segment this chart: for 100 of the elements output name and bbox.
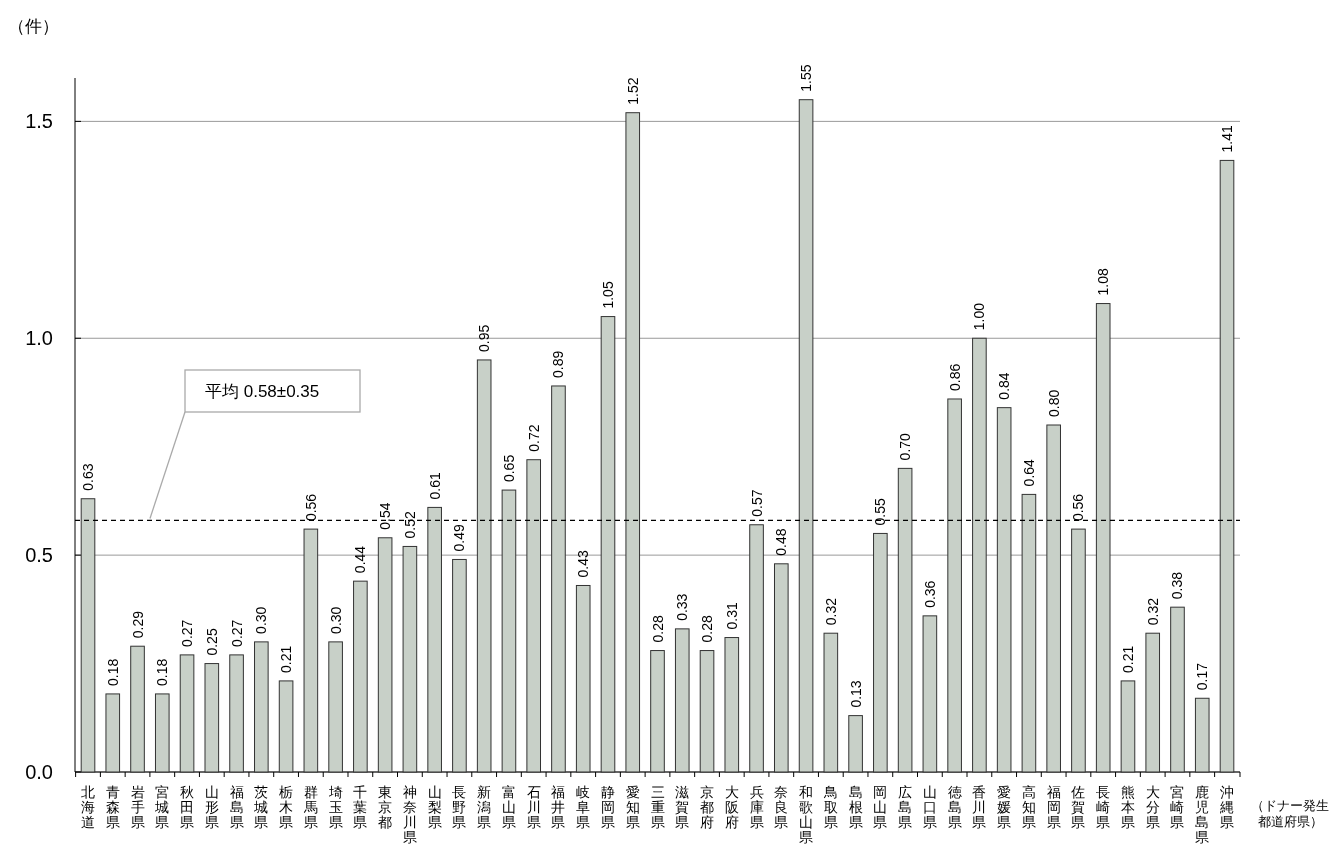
- data-label: 0.44: [352, 545, 369, 574]
- x-tick-label: 岩手県: [130, 784, 145, 830]
- bar: [526, 459, 541, 773]
- bar: [353, 580, 368, 773]
- x-tick-label: 石川県: [526, 784, 541, 830]
- bar: [1046, 424, 1061, 773]
- data-label: 0.43: [575, 550, 592, 578]
- x-tick-label: 奈良県: [774, 784, 789, 830]
- y-tick-label: 1.0: [25, 327, 53, 350]
- data-label: 0.27: [179, 619, 196, 647]
- x-tick-label: 愛知県: [625, 784, 640, 830]
- bar: [972, 337, 987, 773]
- bar: [947, 398, 962, 773]
- data-label: 1.05: [599, 281, 616, 309]
- x-tick-label: 岡山県: [873, 784, 888, 830]
- data-label: 0.48: [773, 528, 790, 556]
- data-label: 0.49: [451, 524, 468, 552]
- bar: [501, 489, 517, 773]
- data-label: 0.36: [921, 580, 938, 608]
- data-label: 0.72: [525, 424, 542, 452]
- bar: [600, 316, 616, 773]
- x-tick-label: 長野県: [452, 784, 467, 830]
- data-label: 0.65: [500, 454, 517, 483]
- x-tick-label: 福島県: [229, 784, 244, 830]
- data-label: 0.55: [872, 497, 889, 526]
- bar: [848, 715, 863, 773]
- data-label: 0.86: [946, 363, 963, 391]
- data-label: 0.30: [327, 606, 344, 634]
- x-tick-label: 宮城県: [154, 784, 170, 830]
- x-tick-label: 栃木県: [279, 784, 294, 830]
- x-tick-label: 宮崎県: [1170, 784, 1185, 830]
- x-tick-label: 茨城県: [253, 784, 269, 830]
- data-label: 1.00: [971, 302, 988, 331]
- bar: [575, 584, 591, 773]
- y-tick-label: 1.5: [25, 110, 53, 133]
- bar: [278, 680, 294, 773]
- bar: [674, 628, 690, 773]
- bar: [105, 693, 121, 773]
- data-label: 1.08: [1095, 268, 1112, 296]
- data-label: 0.57: [748, 489, 765, 517]
- x-tick-label: 山梨県: [427, 784, 442, 830]
- bar: [922, 615, 938, 773]
- x-tick-label: 香川県: [972, 784, 987, 830]
- bar: [476, 359, 492, 773]
- data-label: 0.21: [1119, 645, 1136, 673]
- x-tick-label: 神奈川県: [402, 784, 417, 845]
- x-tick-label: 群馬県: [302, 784, 318, 830]
- bar: [551, 385, 566, 773]
- x-tick-label: 岐阜県: [576, 784, 591, 830]
- data-label: 0.30: [253, 606, 270, 634]
- data-label: 0.54: [377, 502, 394, 530]
- bar: [130, 645, 145, 773]
- data-label: 0.13: [847, 680, 864, 708]
- x-tick-label: 熊本県: [1120, 784, 1135, 830]
- bar: [402, 545, 418, 773]
- data-label: 0.32: [822, 597, 839, 626]
- bar: [1219, 159, 1235, 773]
- y-axis-title: （件）: [8, 17, 59, 36]
- bar: [625, 112, 641, 773]
- x-tick-label: 長崎県: [1096, 784, 1111, 830]
- x-tick-label: 秋田県: [180, 784, 195, 830]
- data-label: 0.32: [1144, 597, 1161, 626]
- x-tick-label: 三重県: [650, 784, 665, 830]
- x-tick-label: 徳島県: [947, 784, 962, 830]
- x-axis-title: （ドナー発生都道府県）: [1251, 798, 1329, 829]
- data-label: 0.28: [649, 615, 666, 643]
- data-label: 1.41: [1219, 124, 1235, 153]
- bar: [254, 641, 269, 773]
- data-label: 0.18: [104, 658, 121, 686]
- y-tick-label: 0.0: [25, 761, 53, 783]
- bar: [873, 532, 888, 773]
- x-tick-label: 山形県: [204, 784, 219, 830]
- data-label: 0.25: [203, 628, 220, 656]
- bar: [204, 663, 220, 773]
- data-label: 1.55: [798, 64, 815, 92]
- data-label: 1.52: [624, 77, 641, 105]
- bar: [1145, 632, 1161, 773]
- x-tick-label: 福井県: [551, 784, 566, 830]
- x-tick-label: 鹿児島県: [1195, 784, 1210, 845]
- x-tick-label: 埼玉県: [327, 784, 343, 830]
- bar: [798, 99, 814, 773]
- data-label: 0.38: [1169, 571, 1186, 600]
- x-tick-label: 新潟県: [477, 784, 492, 830]
- x-tick-label: 島根県: [848, 784, 863, 830]
- x-tick-label: 大分県: [1145, 784, 1160, 830]
- x-tick-label: 東京都: [378, 784, 393, 830]
- x-tick-label: 千葉県: [353, 784, 368, 830]
- x-tick-label: 福岡県: [1046, 784, 1061, 830]
- bar: [1021, 493, 1037, 773]
- data-label: 0.28: [699, 615, 716, 643]
- y-tick-label: 0.5: [25, 544, 53, 567]
- x-tick-label: 高知県: [1021, 784, 1036, 830]
- data-label: 0.29: [129, 610, 146, 639]
- bar: [229, 654, 244, 773]
- data-label: 0.95: [476, 324, 493, 352]
- data-label: 0.61: [426, 471, 443, 500]
- bar: [1071, 528, 1086, 773]
- data-label: 0.52: [401, 510, 418, 539]
- ref-line-label: 平均 0.58±0.35: [205, 381, 320, 401]
- x-tick-label: 北海道: [81, 784, 95, 830]
